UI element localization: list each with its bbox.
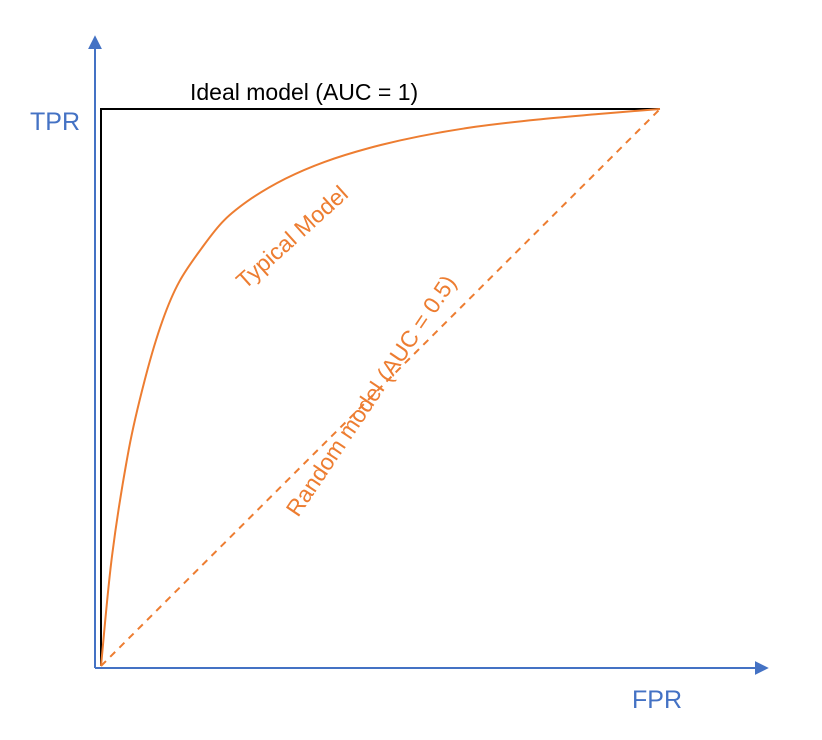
ideal-model-label: Ideal model (AUC = 1) (190, 79, 418, 105)
y-axis-label: TPR (30, 108, 80, 136)
x-axis-label: FPR (632, 686, 682, 714)
random-model-line (100, 108, 661, 667)
ideal-model-line (100, 108, 660, 666)
typical-model-curve (100, 108, 661, 667)
random-model-label: Random model (AUC = 0.5) (281, 270, 462, 520)
typical-model-label: Typical Model (231, 180, 353, 293)
